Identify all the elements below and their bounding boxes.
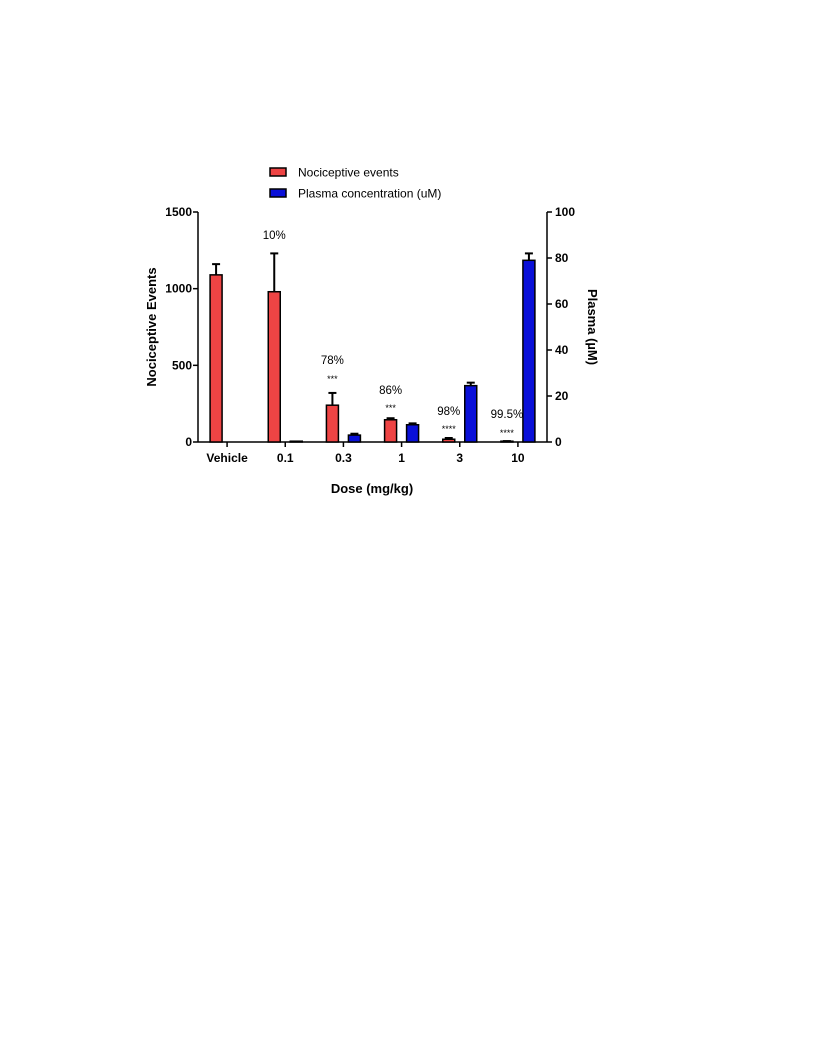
y2-tick-label: 0 <box>555 435 562 449</box>
y-tick-label: 1000 <box>165 282 192 296</box>
annotation-significance: **** <box>442 424 457 434</box>
bar-plasma <box>464 384 478 443</box>
bar-plasma <box>289 440 303 443</box>
y2-tick-label: 20 <box>555 389 569 403</box>
annotation-percent: 10% <box>263 230 286 242</box>
annotations: 10% 78% *** 86% *** 98% **** 99.5% **** <box>263 230 523 438</box>
legend-swatch-plasma <box>269 188 287 198</box>
bar-nociceptive <box>325 404 340 443</box>
bar-nociceptive <box>209 274 223 443</box>
x-tick-label: 1 <box>398 451 405 465</box>
annotation-percent: 78% <box>321 355 344 367</box>
bar-plasma <box>347 434 362 443</box>
x-tick-label: 10 <box>511 451 525 465</box>
bar-nociceptive <box>383 419 398 443</box>
annotation-significance: *** <box>327 374 338 384</box>
y2-tick-label: 100 <box>555 205 575 219</box>
bar-nociceptive <box>442 438 456 443</box>
x-tick-label: Vehicle <box>206 451 248 465</box>
legend: Nociceptive events Plasma concentration … <box>269 166 441 201</box>
legend-label-nociceptive: Nociceptive events <box>298 166 399 180</box>
bars <box>209 252 536 443</box>
bar-nociceptive <box>267 290 281 443</box>
annotation-percent: 99.5% <box>491 409 524 421</box>
annotation-percent: 98% <box>437 406 460 418</box>
x-tick-label: 3 <box>456 451 463 465</box>
bar-plasma <box>522 259 536 443</box>
x-tick-label: 0.3 <box>335 451 352 465</box>
y2-tick-label: 40 <box>555 343 569 357</box>
x-axis-title: Dose (mg/kg) <box>331 481 413 496</box>
y-tick-label: 1500 <box>165 205 192 219</box>
y-tick-label: 500 <box>172 358 192 372</box>
y-axis-title: Nociceptive Events <box>144 267 159 386</box>
x-tick-label: 0.1 <box>277 451 294 465</box>
axes: 0 500 1000 1500 0 20 40 60 80 100 Vehicle 0.1 0.3 1 3 1… <box>165 205 575 465</box>
y2-tick-label: 60 <box>555 297 569 311</box>
legend-label-plasma: Plasma concentration (uM) <box>298 187 441 201</box>
annotation-significance: **** <box>500 428 515 438</box>
legend-swatch-nociceptive <box>269 167 287 177</box>
y-tick-label: 0 <box>185 435 192 449</box>
annotation-significance: *** <box>385 403 396 413</box>
y2-axis-title: Plasma (µM) <box>585 289 600 365</box>
bar-plasma <box>405 424 420 443</box>
annotation-percent: 86% <box>379 385 402 397</box>
y2-tick-label: 80 <box>555 251 569 265</box>
